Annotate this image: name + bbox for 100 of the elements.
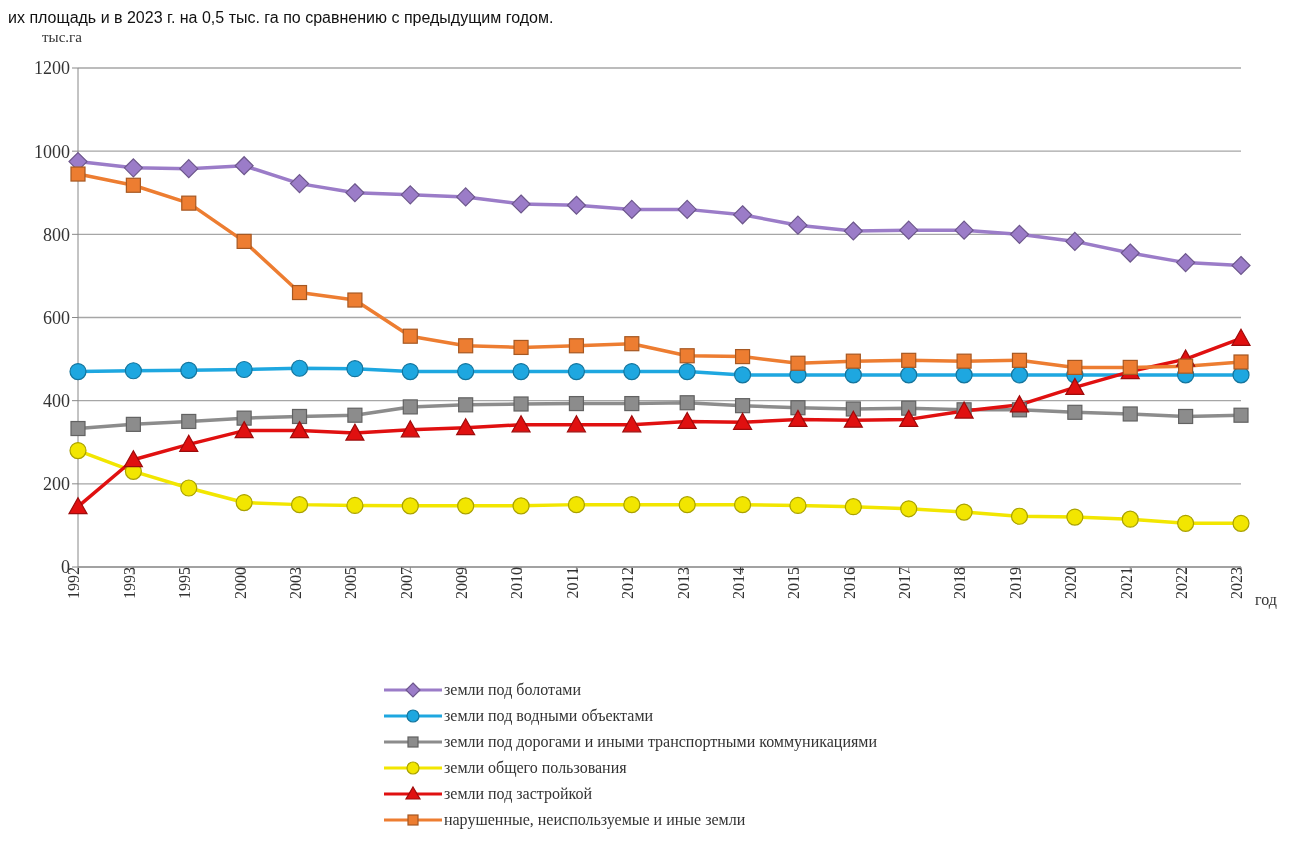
x-tick-label: 2003 [286, 567, 304, 599]
point [289, 421, 310, 439]
x-tick-label: 2020 [1062, 567, 1080, 599]
point [458, 338, 474, 354]
point [179, 159, 199, 179]
x-tick-label: 2013 [674, 567, 692, 599]
y-tick-label: 200 [43, 474, 70, 495]
point [623, 496, 641, 514]
x-tick-label: 2021 [1117, 567, 1135, 599]
point [1120, 243, 1140, 263]
point [1011, 352, 1028, 368]
point [1009, 395, 1030, 413]
point [345, 183, 365, 203]
legend-label: нарушенные, неиспользуемые и иные земли [443, 811, 746, 829]
point [181, 195, 197, 211]
point [956, 353, 972, 369]
y-tick-label: 400 [43, 391, 70, 412]
point [125, 177, 141, 193]
point [843, 221, 863, 241]
x-tick-label: 2019 [1006, 567, 1024, 599]
point [347, 292, 363, 308]
x-axis-title: год [1255, 591, 1277, 609]
y-tick-label: 600 [43, 307, 70, 328]
point [1122, 406, 1138, 422]
point [1065, 377, 1085, 395]
point [844, 498, 862, 516]
point [679, 395, 695, 411]
point [346, 360, 364, 378]
point [291, 408, 308, 425]
point [566, 415, 587, 433]
point [289, 174, 310, 194]
point [1122, 359, 1138, 375]
x-tick-label: 2017 [896, 567, 914, 599]
point [900, 500, 918, 518]
point [845, 353, 861, 369]
point [622, 415, 642, 433]
point [567, 496, 586, 514]
point [568, 338, 585, 354]
x-tick-label: 2007 [397, 567, 415, 599]
point [1009, 224, 1030, 244]
point [290, 496, 309, 514]
point [677, 199, 697, 219]
x-tick-label: 2010 [508, 567, 526, 599]
point [1177, 514, 1195, 532]
point [234, 421, 254, 439]
point [788, 409, 808, 427]
point [70, 166, 86, 182]
point [733, 366, 752, 384]
point [402, 399, 418, 415]
point [1065, 231, 1085, 251]
y-axis-title: тыс.га [42, 29, 83, 45]
point [623, 362, 641, 381]
point [400, 185, 420, 205]
x-tick-label: 2009 [453, 567, 471, 599]
point [1176, 253, 1196, 273]
point [955, 503, 973, 521]
point [790, 400, 806, 416]
point [788, 215, 808, 235]
legend-label: земли под застройкой [443, 785, 593, 803]
point [457, 362, 475, 381]
point [401, 497, 419, 515]
y-tick-label: 1200 [34, 58, 70, 79]
point [732, 205, 753, 225]
point [236, 410, 252, 426]
point [624, 395, 640, 412]
point [732, 412, 753, 430]
point [124, 362, 142, 380]
point [236, 233, 252, 249]
point [346, 496, 364, 515]
point [457, 497, 475, 515]
point [1233, 407, 1249, 423]
point [954, 220, 974, 240]
x-tick-label: 1995 [176, 567, 194, 599]
point [733, 496, 752, 514]
point [290, 359, 309, 377]
point [1178, 408, 1194, 425]
point [1066, 508, 1084, 526]
point [70, 420, 86, 437]
point [734, 398, 751, 414]
point [123, 450, 143, 468]
point [69, 362, 87, 381]
point [345, 423, 365, 441]
point [179, 434, 199, 452]
point [235, 360, 253, 379]
point [1178, 358, 1194, 374]
point [1010, 507, 1029, 525]
point [843, 410, 863, 428]
point [1231, 328, 1251, 346]
point [899, 220, 919, 240]
point [125, 416, 141, 432]
point [1067, 404, 1083, 420]
point [512, 362, 530, 381]
point [1121, 510, 1139, 528]
point [679, 348, 695, 364]
point [734, 348, 751, 365]
legend-label: земли под дорогами и иными транспортными коммуникациями [443, 733, 878, 751]
point [69, 441, 87, 460]
point [512, 497, 530, 515]
point [624, 336, 640, 352]
x-tick-label: 2005 [342, 567, 360, 599]
